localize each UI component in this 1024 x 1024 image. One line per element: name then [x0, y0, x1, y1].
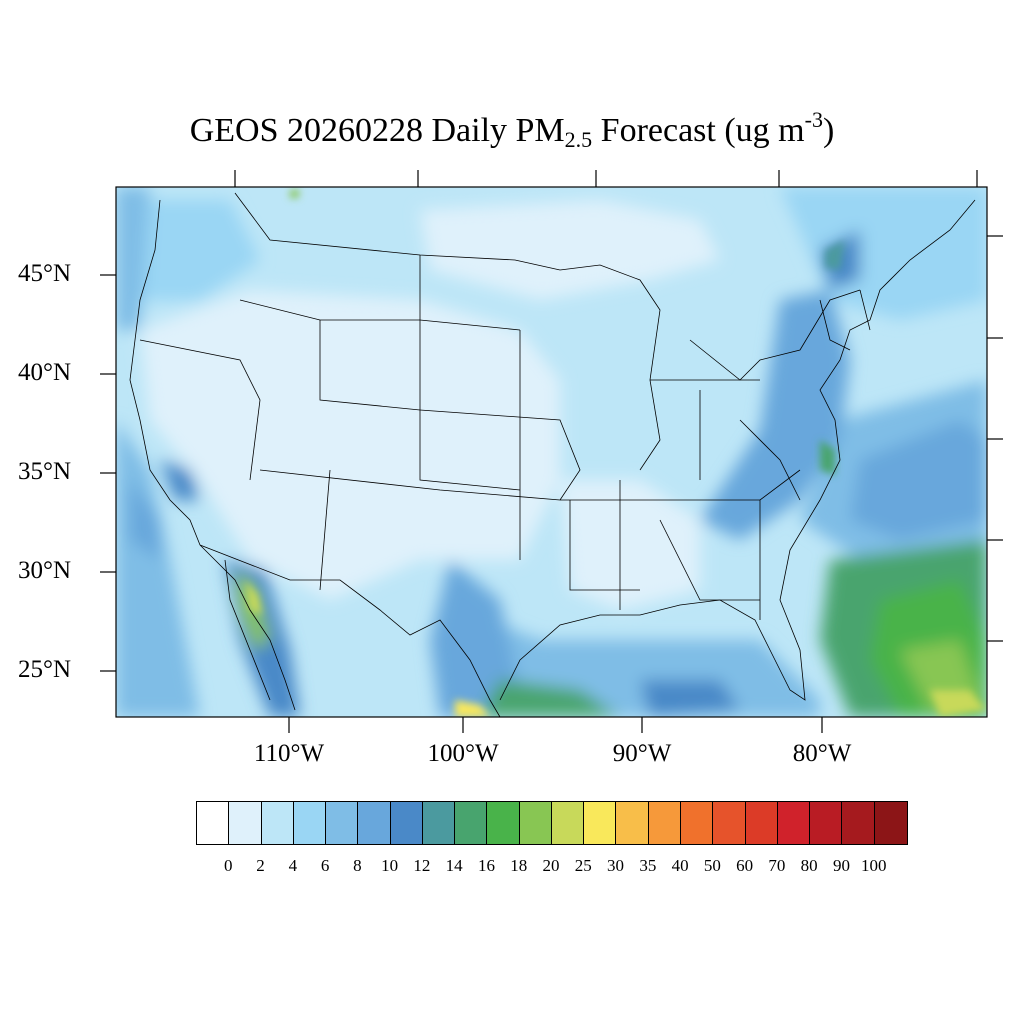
colorbar-swatch [584, 802, 617, 844]
colorbar-swatch [777, 802, 811, 844]
colorbar-swatch [326, 802, 359, 844]
colorbar-tick-label: 50 [703, 856, 721, 875]
lat-label: 45°N [18, 260, 72, 287]
colorbar-swatch [197, 802, 230, 844]
colorbar-tick-label: 0 [224, 856, 233, 875]
colorbar-swatch [648, 802, 681, 844]
colorbar-swatch [293, 802, 327, 844]
colorbar [196, 801, 908, 845]
colorbar-swatch [874, 802, 907, 844]
map-title: GEOS 20260228 Daily PM2.5 Forecast (ug m… [189, 107, 835, 152]
lon-label: 100°W [427, 740, 499, 767]
lat-label: 30°N [18, 557, 72, 584]
colorbar-swatch [422, 802, 456, 844]
colorbar-tick-label: 60 [736, 856, 754, 875]
colorbar-swatch [842, 802, 875, 844]
colorbar-swatch [358, 802, 391, 844]
colorbar-swatch [810, 802, 843, 844]
lat-label: 40°N [18, 359, 72, 386]
colorbar-swatch [261, 802, 294, 844]
colorbar-swatch [745, 802, 778, 844]
colorbar-tick-label: 8 [353, 856, 362, 875]
colorbar-tick-label: 18 [510, 856, 528, 875]
colorbar-tick-label: 16 [477, 856, 495, 875]
colorbar-tick-label: 90 [832, 856, 850, 875]
colorbar-swatch [229, 802, 262, 844]
lon-label: 110°W [253, 740, 325, 767]
colorbar-tick-label: 70 [768, 856, 786, 875]
colorbar-tick-label: 4 [288, 856, 298, 875]
frame-ticks [100, 170, 1003, 733]
colorbar-swatch [455, 802, 488, 844]
lon-label: 90°W [612, 740, 672, 767]
concentration-field [116, 187, 987, 717]
colorbar-tick-label: 30 [607, 856, 625, 875]
colorbar-swatch [551, 802, 585, 844]
colorbar-tick-label: 35 [639, 856, 657, 875]
colorbar-tick-label: 80 [800, 856, 818, 875]
colorbar-swatch [519, 802, 552, 844]
colorbar-tick-label: 25 [574, 856, 592, 875]
colorbar-tick-label: 2 [256, 856, 265, 875]
lon-label: 80°W [792, 740, 852, 767]
colorbar-tick-label: 10 [381, 856, 399, 875]
map-frame [115, 186, 988, 718]
lat-label: 25°N [18, 656, 72, 683]
colorbar-tick-label: 14 [445, 856, 463, 875]
colorbar-tick-label: 12 [413, 856, 431, 875]
lat-label: 35°N [18, 458, 72, 485]
coastline-borders [129, 192, 976, 717]
colorbar-tick-label: 100 [860, 856, 887, 875]
colorbar-tick-label: 40 [671, 856, 689, 875]
colorbar-tick-label: 6 [320, 856, 330, 875]
colorbar-tick-label: 20 [542, 856, 560, 875]
colorbar-swatch [487, 802, 520, 844]
colorbar-swatch [713, 802, 746, 844]
colorbar-swatch [390, 802, 423, 844]
colorbar-swatch [680, 802, 714, 844]
colorbar-swatch [616, 802, 649, 844]
